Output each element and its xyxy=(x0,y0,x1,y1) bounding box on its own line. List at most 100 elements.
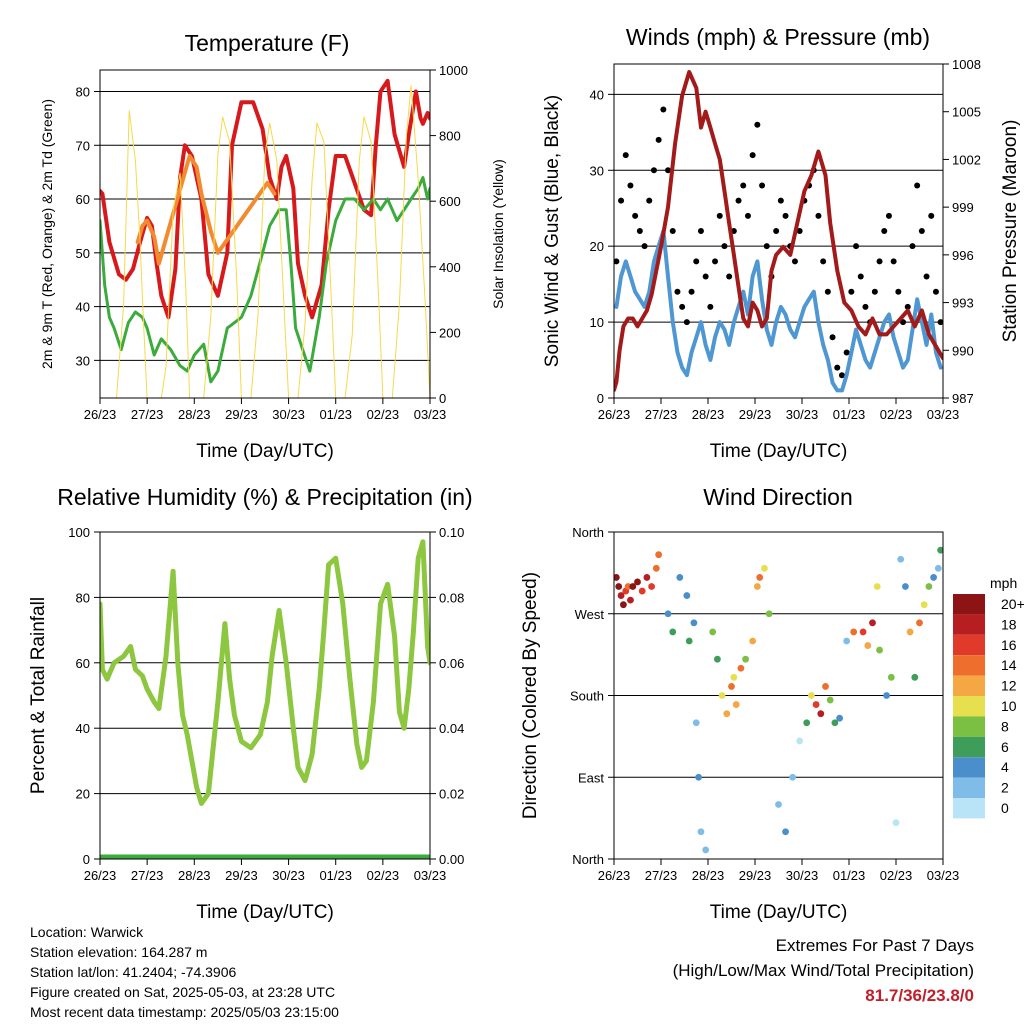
y-tick-label: 40 xyxy=(590,87,604,102)
chart-title: Wind Direction xyxy=(703,484,853,510)
gust-point xyxy=(759,182,766,189)
gust-point xyxy=(932,288,939,295)
direction-point xyxy=(737,664,745,672)
y-tick-label: 20 xyxy=(590,239,604,254)
chart-panel-2: Winds (mph) & Pressure (mb)0102030409879… xyxy=(542,24,1021,462)
direction-point xyxy=(690,619,698,627)
y2-tick-label: 990 xyxy=(952,343,974,358)
legend-label: 20+ xyxy=(1001,596,1024,612)
y-axis-left: 0 10 20 30 40 xyxy=(590,87,614,406)
direction-point xyxy=(652,564,660,572)
legend-swatch xyxy=(953,634,985,656)
gust-point xyxy=(904,303,911,310)
legend-swatch xyxy=(953,675,985,696)
extremes-values: 81.7/36/23.8/0 xyxy=(865,986,974,1005)
gust-point xyxy=(838,372,845,379)
plot-area xyxy=(100,78,430,398)
y2-tick-label: 0.00 xyxy=(439,852,464,867)
y2-tick-label: 1000 xyxy=(439,63,468,78)
direction-point xyxy=(836,714,843,722)
gust-point xyxy=(646,197,653,204)
y-tick-label: 100 xyxy=(68,525,90,540)
x-tick-label: 26/23 xyxy=(84,407,117,422)
direction-point xyxy=(765,610,773,618)
gust-point xyxy=(674,288,681,295)
x-tick-label: 28/23 xyxy=(692,407,725,422)
x-tick-label: 03/23 xyxy=(927,407,960,422)
legend-swatch xyxy=(953,757,985,778)
extremes-box: Extremes For Past 7 Days (High/Low/Max W… xyxy=(673,933,974,1008)
x-axis: 26/23 27/23 28/23 29/23 30/23 01/23 02/23 03/23 xyxy=(84,398,447,422)
x-tick-label: 29/23 xyxy=(739,868,772,883)
y-tick-label: 30 xyxy=(590,163,604,178)
gust-point xyxy=(848,288,855,295)
gust-point xyxy=(777,197,784,204)
x-tick-label: 02/23 xyxy=(367,868,400,883)
direction-point xyxy=(709,628,717,636)
gust-point xyxy=(618,197,625,204)
x-tick-label: 03/23 xyxy=(414,407,447,422)
y-tick-label: West xyxy=(575,607,605,622)
x-tick-label: 29/23 xyxy=(225,868,258,883)
direction-point xyxy=(614,574,620,581)
direction-point xyxy=(883,692,890,699)
gust-point xyxy=(655,136,662,143)
gust-point xyxy=(843,349,850,356)
gust-point xyxy=(754,121,761,128)
chart-panel-4: Wind DirectionNorthEastSouthWestNorth26/… xyxy=(520,484,1024,923)
gust-point xyxy=(683,319,690,326)
y2-tick-label: 987 xyxy=(952,391,974,406)
y2-tick-label: 1002 xyxy=(952,152,981,167)
gust-point xyxy=(923,273,930,280)
temp9m-line xyxy=(135,154,277,266)
gust-point xyxy=(749,152,756,159)
gust-point xyxy=(834,364,841,371)
direction-point xyxy=(624,583,632,590)
gust-point xyxy=(862,303,869,310)
gust-point xyxy=(693,258,700,265)
legend-label: 18 xyxy=(1001,616,1017,632)
plot-area xyxy=(614,70,943,393)
y-tick-label: 0 xyxy=(83,852,90,867)
x-tick-label: 01/23 xyxy=(833,407,866,422)
y2-tick-label: 0.06 xyxy=(439,656,464,671)
pressure-line xyxy=(614,70,943,392)
direction-point xyxy=(796,737,804,745)
direction-point xyxy=(695,773,702,781)
x-tick-label: 26/23 xyxy=(84,868,117,883)
gust-point xyxy=(697,228,704,234)
direction-point xyxy=(685,637,693,645)
x-axis: 26/23 27/23 28/23 29/23 30/23 01/23 02/23 03/23 xyxy=(84,859,446,883)
direction-point xyxy=(692,719,700,727)
y-tick-label: South xyxy=(570,689,604,704)
plot-frame xyxy=(99,69,431,399)
direction-point xyxy=(869,619,876,627)
direction-point xyxy=(864,642,872,649)
direction-point xyxy=(906,628,914,636)
y2-tick-label: 600 xyxy=(439,194,461,209)
solar-line xyxy=(100,85,430,398)
gust-point xyxy=(782,212,789,219)
figure-created: Figure created on Sat, 2025-05-03, at 23… xyxy=(30,984,336,1000)
plot-frame xyxy=(613,63,944,399)
legend-label: 0 xyxy=(1001,800,1009,816)
y-tick-label: East xyxy=(578,770,604,785)
direction-point xyxy=(730,673,738,681)
direction-point xyxy=(756,574,764,581)
legend-swatch xyxy=(953,777,985,798)
legend-swatch xyxy=(953,655,985,676)
x-tick-label: 27/23 xyxy=(131,407,164,422)
gust-point xyxy=(716,212,723,219)
gust-point xyxy=(627,182,634,189)
direction-point xyxy=(697,828,705,836)
x-tick-label: 02/23 xyxy=(880,868,913,883)
direction-point xyxy=(620,601,627,609)
direction-point xyxy=(728,683,735,690)
x-tick-label: 26/23 xyxy=(598,407,631,422)
x-tick-label: 01/23 xyxy=(319,407,352,422)
y-tick-label: 0 xyxy=(597,391,604,406)
gust-point xyxy=(726,273,733,280)
y-axis-label: Sonic Wind & Gust (Blue, Black) xyxy=(542,95,563,367)
gust-point xyxy=(918,228,925,234)
gust-point xyxy=(815,212,822,219)
